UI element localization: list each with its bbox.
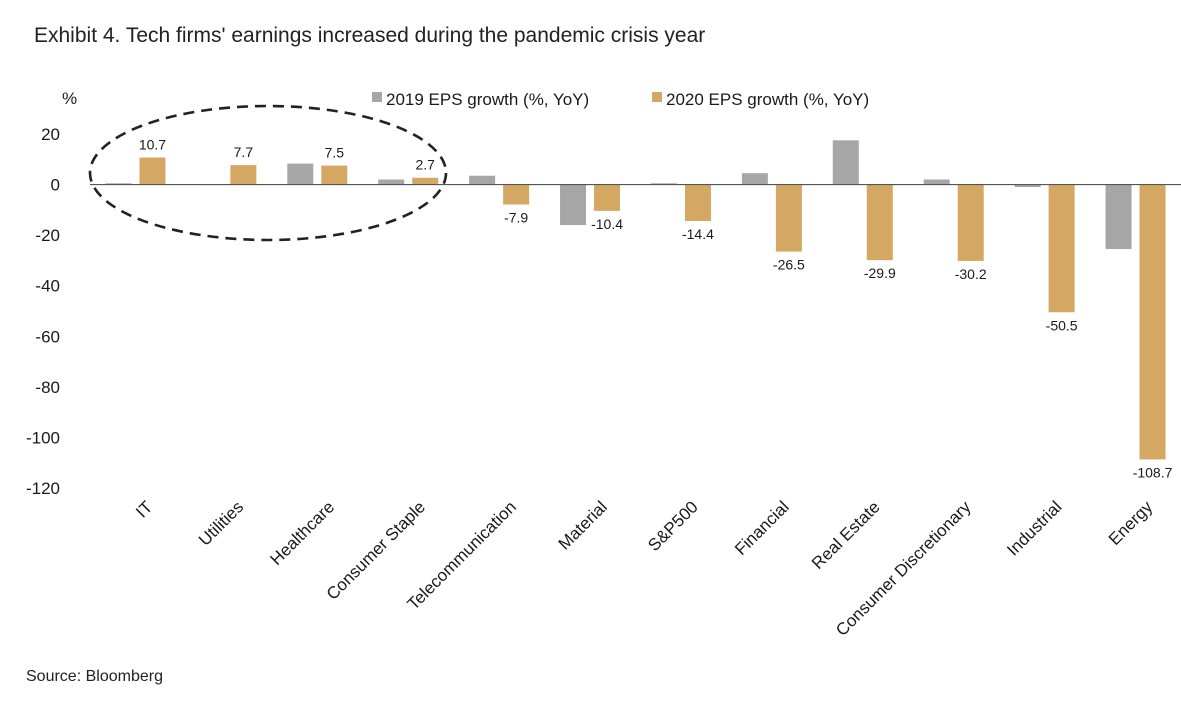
- bar-2020-5: [594, 184, 621, 211]
- highlight-ellipse: [88, 104, 448, 242]
- bar-2020-11: [1139, 184, 1166, 460]
- data-label-2020-10: -50.5: [1046, 317, 1078, 333]
- legend: 2019 EPS growth (%, YoY) 2020 EPS growth…: [372, 90, 869, 109]
- bar-2019-3: [378, 179, 405, 185]
- data-label-2020-5: -10.4: [591, 216, 623, 232]
- bar-2020-7: [775, 184, 802, 252]
- bar-2020-8: [866, 184, 893, 261]
- data-label-2020-0: 10.7: [139, 137, 166, 153]
- data-label-2020-3: 2.7: [415, 157, 435, 173]
- bar-2019-2: [287, 163, 314, 185]
- category-label-2: Healthcare: [267, 497, 339, 569]
- bar-2019-9: [923, 179, 950, 185]
- data-label-2020-1: 7.7: [234, 144, 254, 160]
- data-label-2020-8: -29.9: [864, 265, 896, 281]
- y-axis-ticks: 20 0 -20 -40 -60 -80 -100 -120: [26, 125, 60, 498]
- bar-2020-4: [503, 184, 530, 205]
- data-label-2020-9: -30.2: [955, 266, 987, 282]
- bar-2020-9: [957, 184, 984, 261]
- data-label-2020-6: -14.4: [682, 226, 714, 242]
- bar-2020-0: [139, 157, 166, 185]
- y-tick-label: -100: [26, 428, 60, 447]
- bar-2019-4: [469, 175, 496, 185]
- bar-2019-11: [1105, 184, 1132, 250]
- bar-2019-10: [1014, 184, 1041, 188]
- data-label-2020-11: -108.7: [1133, 464, 1173, 480]
- category-label-7: Financial: [731, 497, 793, 559]
- category-label-10: Industrial: [1003, 497, 1065, 559]
- y-tick-label: -60: [35, 327, 60, 346]
- y-tick-label: -40: [35, 277, 60, 296]
- legend-swatch-2019: [372, 92, 382, 102]
- y-tick-label: -80: [35, 378, 60, 397]
- category-label-1: Utilities: [195, 497, 247, 549]
- legend-swatch-2020: [652, 92, 662, 102]
- source-note: Source: Bloomberg: [26, 668, 163, 685]
- bar-2020-6: [684, 184, 711, 221]
- data-label-2020-4: -7.9: [504, 210, 528, 226]
- y-tick-label: -20: [35, 226, 60, 245]
- legend-label-2020: 2020 EPS growth (%, YoY): [666, 90, 869, 109]
- data-label-2020-7: -26.5: [773, 257, 805, 273]
- category-label-8: Real Estate: [808, 497, 884, 573]
- bar-2020-1: [230, 165, 257, 185]
- y-tick-label: 20: [41, 125, 60, 144]
- y-tick-label: -120: [26, 479, 60, 498]
- y-axis-label: %: [62, 89, 77, 108]
- bar-2019-0: [105, 183, 132, 185]
- bar-2019-6: [650, 183, 677, 185]
- category-label-5: Material: [555, 497, 611, 553]
- bar-2020-10: [1048, 184, 1075, 313]
- category-label-3: Consumer Staple: [323, 497, 429, 603]
- category-label-6: S&P500: [644, 497, 702, 555]
- data-label-2020-2: 7.5: [325, 145, 345, 161]
- bar-2020-2: [321, 165, 348, 185]
- bars: [105, 140, 1166, 460]
- bar-2019-8: [832, 140, 859, 185]
- chart-title: Exhibit 4. Tech firms' earnings increase…: [34, 24, 706, 47]
- y-tick-label: 0: [51, 176, 60, 195]
- category-label-0: IT: [132, 497, 156, 521]
- category-label-11: Energy: [1105, 497, 1157, 549]
- data-labels: 10.7 7.7 7.5 2.7 -7.9 -10.4 -14.4 -26.5 -29.9 -30…: [139, 137, 1173, 481]
- bar-2019-5: [560, 184, 587, 226]
- legend-label-2019: 2019 EPS growth (%, YoY): [386, 90, 589, 109]
- bar-2020-3: [412, 177, 439, 185]
- bar-2019-7: [741, 173, 768, 185]
